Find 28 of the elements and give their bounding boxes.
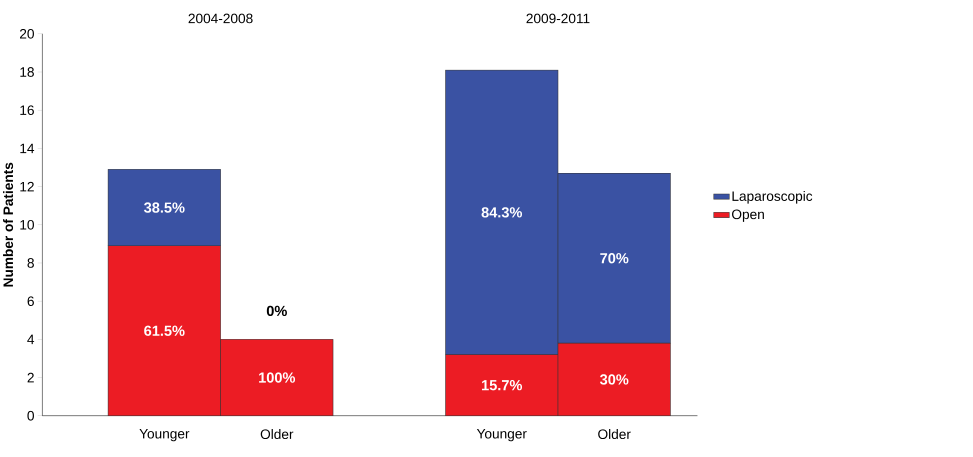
annotation: 84.3% [482,207,522,218]
y-tick-label: 18 [20,67,34,77]
text: 2004-2008 [188,14,253,24]
annotation: 15.7% [482,380,522,390]
y-tick-label: 6 [28,296,34,306]
y-tick-label: 14 [20,144,34,154]
y-tick-label: 8 [28,258,34,268]
annotation: 30% [600,374,628,385]
legend-label: Laparoscopic [732,191,812,204]
y-tick-label: 0 [27,410,34,421]
x-tick-label: Older [598,429,631,440]
y-tick-label: 10 [20,220,34,230]
annotation: 61.5% [144,326,185,336]
legend-label: Open [732,210,764,222]
annotation: 70% [600,253,628,264]
annotation: 0% [266,306,287,316]
y-tick-label: 16 [20,105,34,116]
y-axis-title: Number of Patients [3,162,14,287]
annotation: 38.5% [144,202,185,213]
text: 2009-2011 [526,14,590,24]
x-tick-label: Older [260,429,294,440]
y-tick-label: 20 [20,29,34,39]
y-tick-label: 2 [28,372,34,382]
x-tick-label: Younger [476,429,527,442]
y-tick-label: 4 [27,334,34,344]
y-tick-label: 12 [20,182,34,192]
annotation: 100% [259,372,296,383]
x-tick-label: Younger [139,429,190,442]
